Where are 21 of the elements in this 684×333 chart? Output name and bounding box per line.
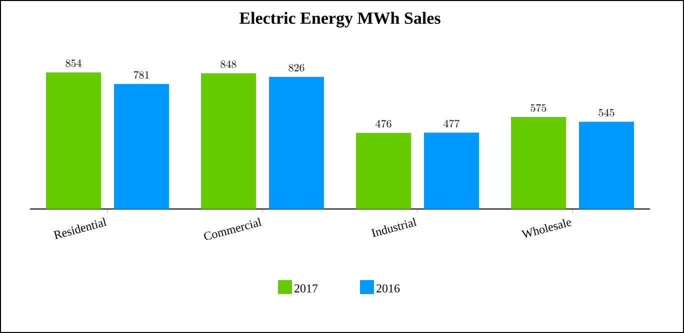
bar — [579, 122, 634, 209]
bar — [511, 116, 566, 209]
bar — [114, 84, 170, 209]
data-label: 848 — [220, 60, 236, 68]
bar — [269, 76, 324, 209]
legend-label: 2016 — [376, 284, 400, 292]
data-label: 545 — [598, 108, 614, 116]
legend-label: 2017 — [294, 284, 318, 292]
chart-title: Electric Energy MWh Sales — [240, 12, 440, 28]
data-label: 575 — [530, 104, 546, 112]
data-label: 476 — [376, 120, 392, 128]
data-label: 826 — [288, 64, 304, 72]
bar — [201, 73, 256, 209]
bar — [46, 72, 102, 209]
bar — [356, 132, 411, 209]
bar — [424, 132, 480, 209]
data-label: 477 — [444, 120, 460, 128]
data-label: 781 — [134, 71, 149, 79]
x-tick-label: Industrial — [371, 218, 417, 238]
x-tick-label: Wholesale — [521, 219, 572, 238]
data-label: 854 — [66, 59, 82, 68]
